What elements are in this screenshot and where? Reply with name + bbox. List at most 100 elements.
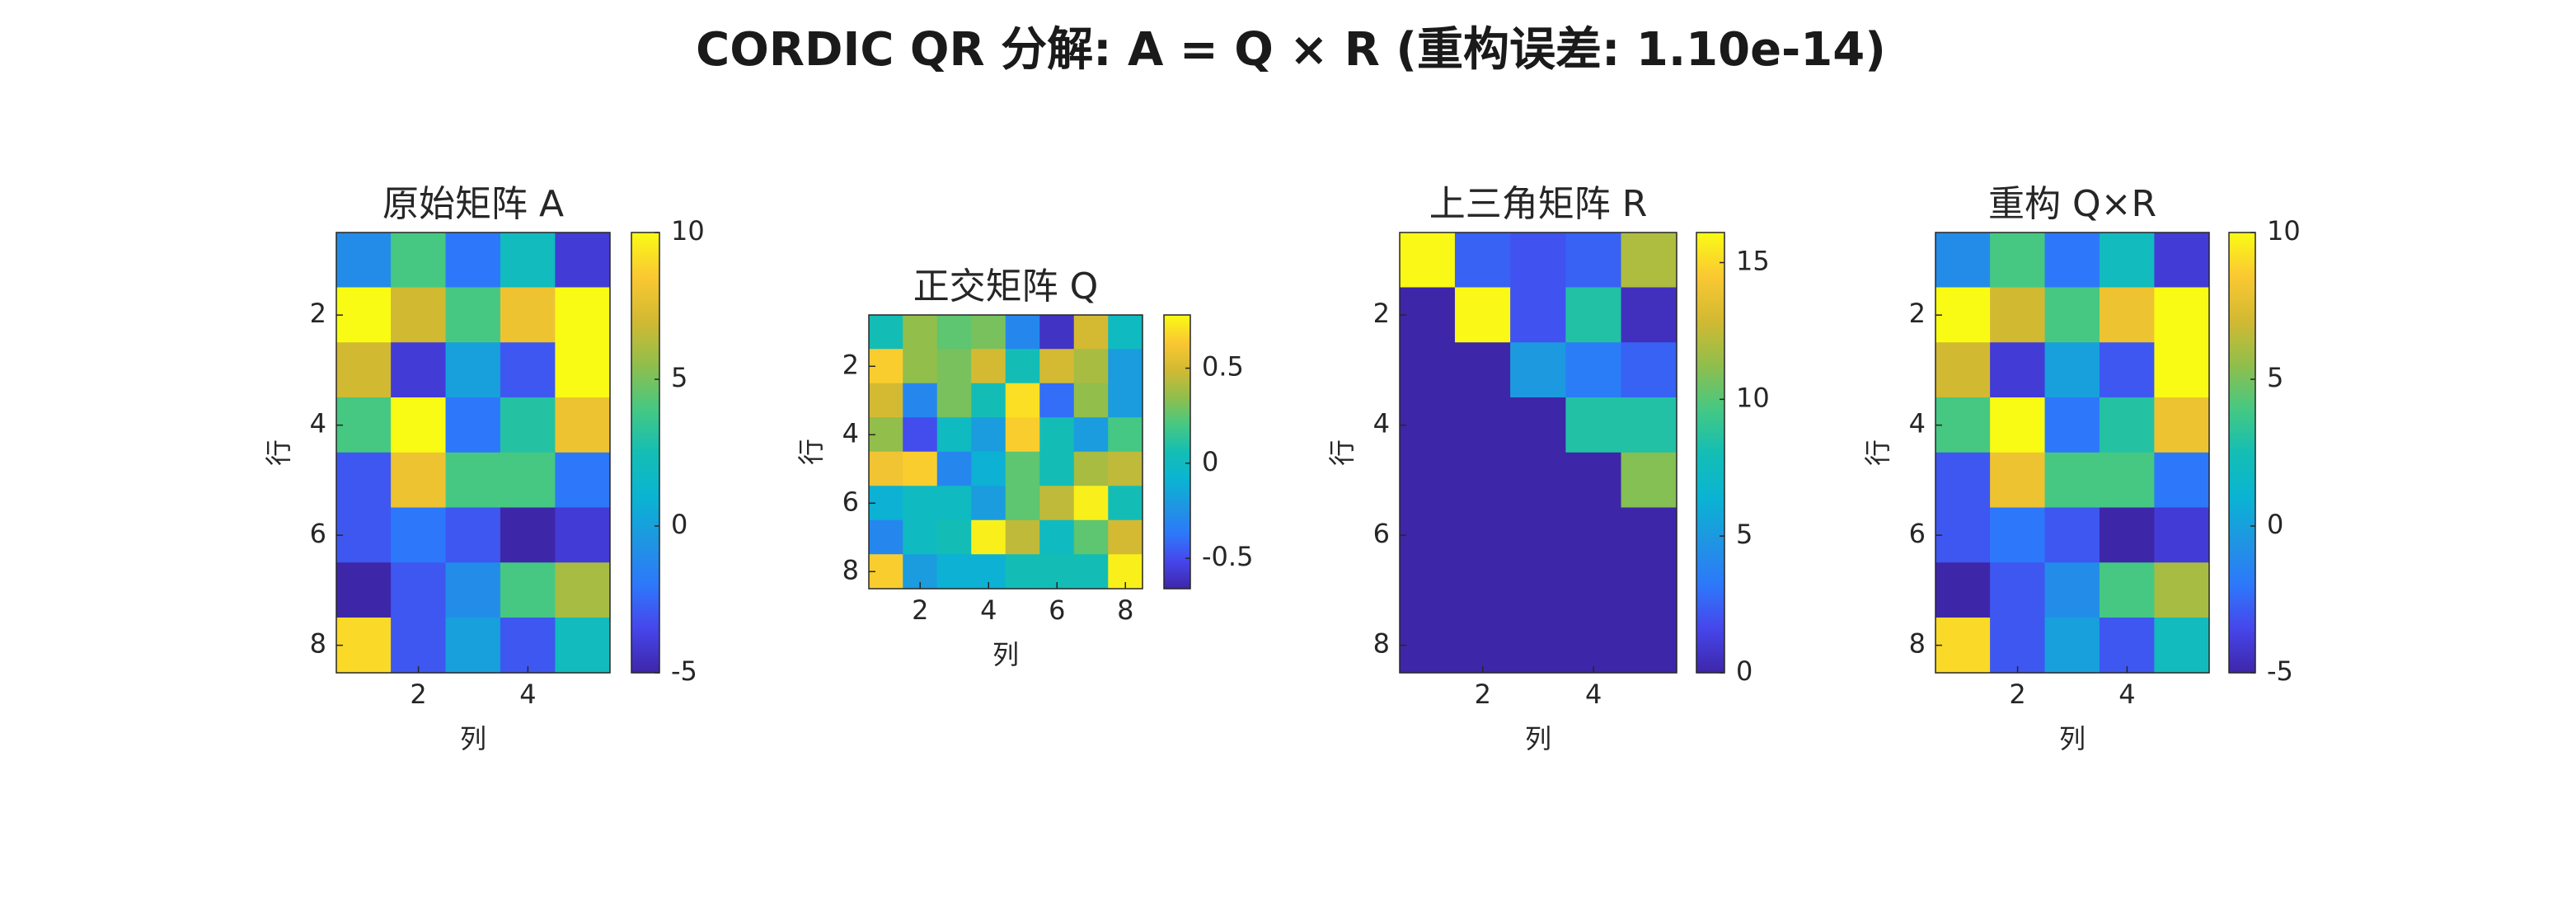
heatmap-cell <box>391 397 447 453</box>
heatmap-cell <box>1073 349 1109 384</box>
heatmap-cell <box>936 349 972 384</box>
heatmap-cell <box>2044 287 2100 343</box>
heatmap-cell <box>868 451 903 486</box>
y-tick-label: 2 <box>1909 298 1926 329</box>
y-tick-label: 4 <box>1373 408 1390 439</box>
heatmap-cell <box>971 486 1006 521</box>
heatmap-cell <box>2154 287 2210 343</box>
heatmap-cell <box>1073 554 1109 590</box>
y-axis-label: 行 <box>263 439 294 466</box>
heatmap-cell <box>335 232 392 288</box>
heatmap-cell <box>1565 452 1622 508</box>
heatmap-cell <box>500 287 556 343</box>
colorbar-tick-label: 0 <box>2267 509 2283 540</box>
heatmap-cell <box>1621 618 1677 674</box>
heatmap-cell <box>2154 562 2210 618</box>
heatmap-cell <box>903 451 938 486</box>
heatmap-cell <box>555 507 611 563</box>
heatmap-cell <box>1565 342 1622 398</box>
heatmap-cell <box>500 562 556 618</box>
heatmap-cell <box>1454 232 1511 288</box>
heatmap-cell <box>1935 562 1991 618</box>
heatmap-cell <box>1005 417 1040 453</box>
y-tick-label: 4 <box>310 408 326 439</box>
heatmap-cell <box>1005 349 1040 384</box>
heatmap-cell <box>1454 618 1511 674</box>
subplot-title: 重构 Q×R <box>1988 183 2156 225</box>
heatmap-cell <box>1621 562 1677 618</box>
heatmap-cell <box>500 452 556 508</box>
heatmap-cell <box>445 342 501 398</box>
colorbar-tick-label: 5 <box>671 362 687 393</box>
heatmap-cell <box>2099 618 2155 674</box>
y-tick-label: 4 <box>1909 408 1926 439</box>
y-tick-label: 6 <box>842 486 859 517</box>
heatmap-cell <box>335 397 392 453</box>
heatmap-cell <box>1039 451 1075 486</box>
heatmap-cell <box>1108 314 1143 350</box>
heatmap-cell <box>1621 232 1677 288</box>
heatmap-cell <box>1073 314 1109 350</box>
heatmap-cell <box>1990 618 2046 674</box>
heatmap-cell <box>1005 451 1040 486</box>
heatmap-cell <box>555 397 611 453</box>
heatmap-cell <box>445 232 501 288</box>
heatmap-cell <box>1621 287 1677 343</box>
x-tick-label: 2 <box>912 594 928 626</box>
heatmap-cell <box>971 314 1006 350</box>
y-tick-label: 8 <box>310 628 326 660</box>
heatmap-cell <box>1454 397 1511 453</box>
heatmap-cell <box>1990 562 2046 618</box>
y-tick-label: 2 <box>1373 298 1390 329</box>
heatmap-cell <box>2044 232 2100 288</box>
heatmap-cell <box>1039 519 1075 555</box>
heatmap-cell <box>2044 618 2100 674</box>
y-tick-label: 6 <box>1373 518 1390 549</box>
heatmap-cell <box>1454 342 1511 398</box>
heatmap-cell <box>2099 562 2155 618</box>
heatmap-cell <box>555 618 611 674</box>
heatmap-cell <box>903 349 938 384</box>
heatmap-cell <box>1039 314 1075 350</box>
heatmap-cell <box>1039 486 1075 521</box>
y-axis-label: 行 <box>795 439 827 465</box>
x-tick-label: 2 <box>1475 679 1491 710</box>
subplot-title: 上三角矩阵 R <box>1429 183 1648 225</box>
heatmap-cell <box>936 486 972 521</box>
heatmap-cell <box>1510 562 1566 618</box>
y-tick-label: 6 <box>310 518 326 549</box>
figure-title: CORDIC QR 分解: A = Q × R (重构误差: 1.10e-14) <box>696 23 1886 77</box>
y-tick-label: 6 <box>1909 518 1926 549</box>
heatmap-cell <box>391 342 447 398</box>
heatmap-cell <box>2154 342 2210 398</box>
heatmap-cell <box>1621 342 1677 398</box>
y-tick-label: 8 <box>1909 628 1926 660</box>
heatmap-cell <box>391 562 447 618</box>
heatmap-cell <box>1990 287 2046 343</box>
heatmap-cell <box>500 618 556 674</box>
heatmap-cell <box>1935 507 1991 563</box>
heatmap-cell <box>1108 349 1143 384</box>
colorbar-tick-label: 5 <box>2267 362 2283 393</box>
heatmap-cell <box>1621 507 1677 563</box>
heatmap-cell <box>1073 417 1109 453</box>
heatmap-cell <box>971 417 1006 453</box>
heatmap-cell <box>1005 383 1040 418</box>
heatmap-cell <box>445 452 501 508</box>
heatmap-cell <box>1990 507 2046 563</box>
heatmap-cell <box>1990 452 2046 508</box>
heatmap-cell <box>1510 342 1566 398</box>
heatmap-cell <box>445 562 501 618</box>
heatmap-cell <box>1039 383 1075 418</box>
heatmap-cell <box>1990 232 2046 288</box>
heatmap-cell <box>936 417 972 453</box>
heatmap-cell <box>335 342 392 398</box>
heatmap-cell <box>1510 507 1566 563</box>
heatmap-cell <box>1399 507 1456 563</box>
heatmap-cell <box>2154 507 2210 563</box>
heatmap-cell <box>1005 314 1040 350</box>
heatmap-cell <box>936 554 972 590</box>
axes-box <box>868 314 1143 590</box>
heatmap-cell <box>971 519 1006 555</box>
heatmap-cell <box>2099 507 2155 563</box>
